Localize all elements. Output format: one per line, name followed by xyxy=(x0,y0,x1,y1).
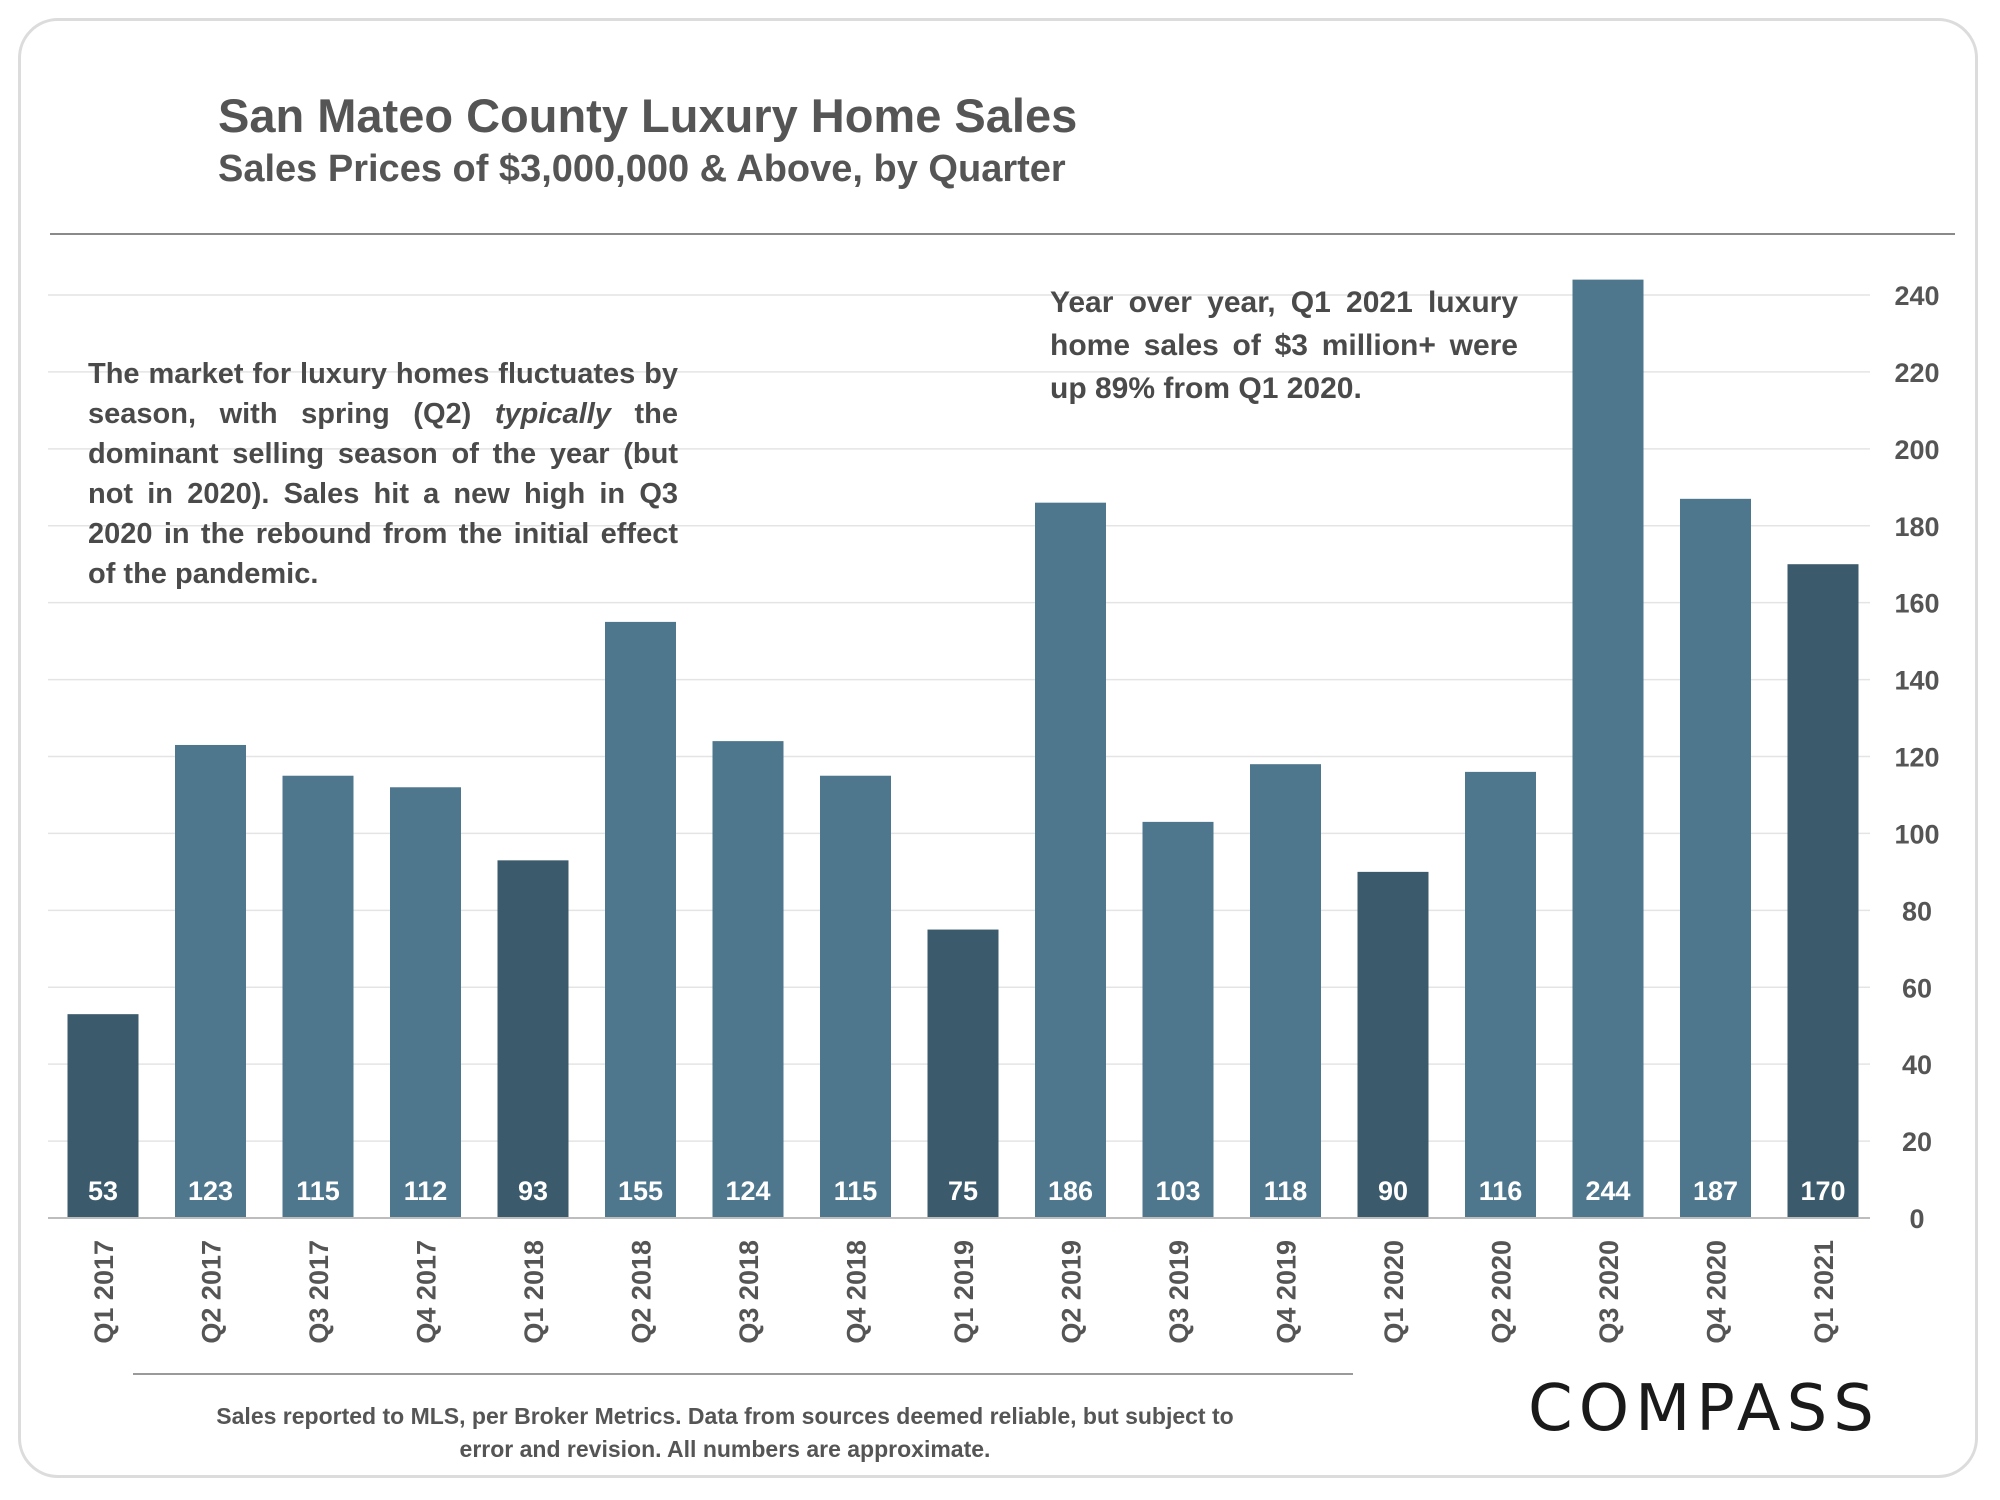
x-tick-label: Q3 2018 xyxy=(734,1240,764,1344)
x-tick-label: Q2 2017 xyxy=(197,1240,227,1344)
x-axis-ticks: Q1 2017 Q2 2017 Q3 2017 Q4 2017 Q1 2018 Q2 20… xyxy=(89,1240,1839,1344)
bar xyxy=(282,775,354,1218)
data-label: 244 xyxy=(1585,1176,1630,1206)
value-labels: 53 123 115 112 93 155 124 115 75 186 103 118 90 116 24… xyxy=(88,1176,1846,1206)
bar xyxy=(927,929,999,1218)
bar xyxy=(1572,279,1644,1218)
x-tick-label: Q3 2019 xyxy=(1164,1240,1194,1344)
y-tick-label: 100 xyxy=(1894,819,1939,849)
data-label: 115 xyxy=(834,1176,878,1206)
chart-subtitle: Sales Prices of $3,000,000 & Above, by Q… xyxy=(218,148,1066,190)
chart-title: San Mateo County Luxury Home Sales xyxy=(218,89,1078,142)
x-tick-label: Q3 2020 xyxy=(1594,1240,1624,1344)
data-label: 116 xyxy=(1479,1176,1523,1206)
y-tick-label: 80 xyxy=(1902,896,1932,926)
data-label: 118 xyxy=(1264,1176,1308,1206)
y-tick-label: 240 xyxy=(1894,281,1939,311)
y-tick-label: 0 xyxy=(1909,1204,1924,1234)
bar xyxy=(820,775,891,1218)
data-label: 155 xyxy=(618,1176,663,1206)
header-divider xyxy=(50,233,1955,235)
y-tick-label: 200 xyxy=(1894,435,1939,465)
y-tick-label: 160 xyxy=(1894,589,1939,619)
x-tick-label: Q4 2019 xyxy=(1272,1240,1302,1344)
annotation-left-text-1: The market for luxury homes fluctuates b… xyxy=(88,358,678,430)
data-label: 187 xyxy=(1693,1176,1738,1206)
x-tick-label: Q3 2017 xyxy=(304,1240,334,1344)
bar xyxy=(175,744,246,1218)
annotation-left-text-2: the dominant selling season of the year … xyxy=(88,398,679,590)
y-tick-label: 20 xyxy=(1902,1127,1932,1157)
annotation-right: Year over year, Q1 2021 luxury home sale… xyxy=(1050,286,1518,405)
bar xyxy=(1035,502,1106,1218)
bar xyxy=(1787,564,1859,1218)
x-tick-label: Q1 2017 xyxy=(89,1240,119,1344)
bar xyxy=(497,860,569,1218)
bar xyxy=(712,741,784,1218)
bars xyxy=(67,279,1859,1218)
x-tick-label: Q4 2018 xyxy=(842,1240,872,1344)
data-label: 124 xyxy=(725,1176,770,1206)
annotation-left-emphasis: typically xyxy=(494,398,611,430)
y-axis-ticks: 0 20 40 60 80 100 120 140 160 180 200 220 240 xyxy=(1894,281,1939,1234)
data-label: 103 xyxy=(1155,1176,1200,1206)
x-tick-label: Q4 2017 xyxy=(412,1240,442,1344)
data-label: 123 xyxy=(188,1176,233,1206)
data-label: 112 xyxy=(404,1176,448,1206)
y-tick-label: 120 xyxy=(1894,743,1939,773)
footer-disclaimer: Sales reported to MLS, per Broker Metric… xyxy=(216,1403,1234,1462)
y-tick-label: 40 xyxy=(1902,1050,1932,1080)
bar xyxy=(1142,821,1214,1218)
y-tick-label: 140 xyxy=(1894,666,1939,696)
footer-divider xyxy=(133,1373,1353,1375)
data-label: 75 xyxy=(948,1176,978,1206)
data-label: 115 xyxy=(296,1176,340,1206)
data-label: 53 xyxy=(88,1176,118,1206)
x-tick-label: Q2 2018 xyxy=(627,1240,657,1344)
compass-logo: COMPASS xyxy=(1528,1372,1880,1446)
x-tick-label: Q1 2018 xyxy=(519,1240,549,1344)
bar xyxy=(390,787,461,1218)
x-tick-label: Q1 2020 xyxy=(1379,1240,1409,1344)
x-tick-label: Q1 2021 xyxy=(1809,1240,1839,1344)
data-label: 93 xyxy=(518,1176,548,1206)
bar xyxy=(1357,871,1429,1218)
chart-frame xyxy=(18,18,1978,1478)
data-label: 90 xyxy=(1378,1176,1408,1206)
y-tick-label: 60 xyxy=(1902,973,1932,1003)
y-tick-label: 180 xyxy=(1894,512,1939,542)
x-tick-label: Q4 2020 xyxy=(1702,1240,1732,1344)
data-label: 170 xyxy=(1800,1176,1845,1206)
x-tick-label: Q2 2020 xyxy=(1487,1240,1517,1344)
bar xyxy=(1680,498,1751,1218)
x-tick-label: Q2 2019 xyxy=(1057,1240,1087,1344)
annotation-left: The market for luxury homes fluctuates b… xyxy=(88,354,678,594)
bar xyxy=(605,621,676,1218)
bar xyxy=(1465,771,1536,1218)
bar xyxy=(67,1014,139,1218)
x-tick-label: Q1 2019 xyxy=(949,1240,979,1344)
y-tick-label: 220 xyxy=(1894,358,1939,388)
bar xyxy=(1250,764,1321,1218)
data-label: 186 xyxy=(1048,1176,1093,1206)
